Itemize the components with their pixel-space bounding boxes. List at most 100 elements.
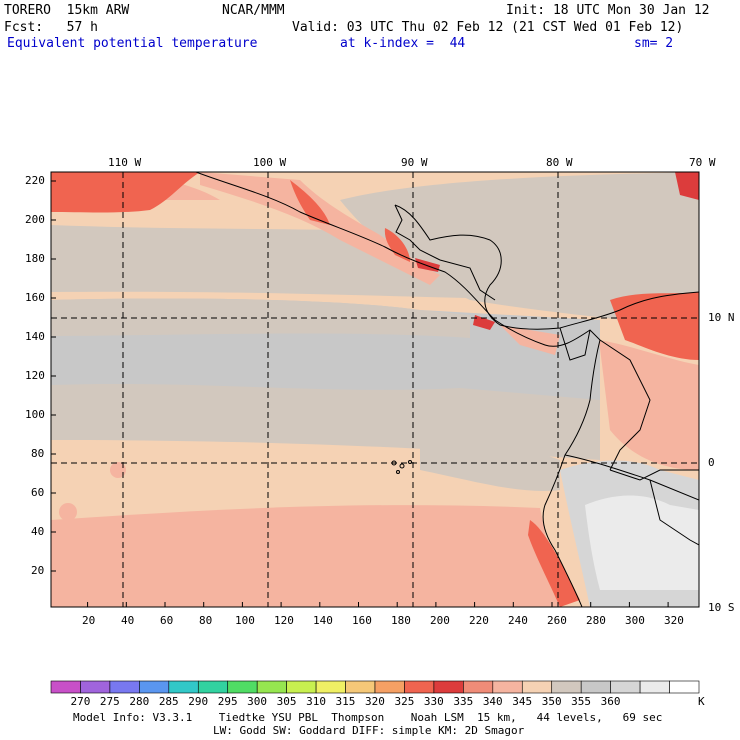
colorbar-swatch [50,680,81,694]
colorbar-unit: K [698,695,705,708]
colorbar-swatch [551,680,582,694]
colorbar-label: 285 [158,695,179,708]
field-red-mexico-a [290,180,330,225]
model-physics: LW: Godd SW: Goddard DIFF: simple KM: 2D… [213,724,525,737]
x-tick-300: 300 [625,614,645,627]
x-tick-40: 40 [121,614,135,627]
colorbar-swatch [227,680,258,694]
border-guatemala [394,204,441,261]
tick-marks [51,180,669,607]
colorbar-label: 310 [306,695,326,708]
equivalent-potential-temperature-field [51,172,699,607]
field-grey-caribbean [340,172,699,330]
init-time: Init: 18 UTC Mon 30 Jan 12 [506,3,710,18]
colorbar-swatch [521,680,553,694]
galapagos-d [396,470,400,474]
x-tick-80: 80 [199,614,213,627]
colorbar-swatch [80,680,111,694]
colorbar-swatch [639,680,670,694]
colorbar-label: 360 [600,695,621,708]
colorbar-label: 280 [129,695,150,708]
colorbar-label: 290 [188,695,209,708]
colorbar-swatch [315,680,346,694]
lon-label-90w: 90 W [401,156,428,169]
colorbar-swatch [610,680,641,694]
field-salmon-mexico-coast [200,172,440,285]
border-ecuador-peru [564,454,699,501]
colorbar-label: 330 [423,695,444,708]
y-tick-200: 200 [25,213,45,226]
field-grey-lower [51,383,600,460]
colorbar-swatch [197,680,229,694]
border-honduras [439,259,496,301]
colorbar-label: 345 [512,695,533,708]
y-tick-100: 100 [25,408,45,421]
field-grey-equator [420,440,560,491]
colorbar-label: 300 [247,695,268,708]
y-tick-20: 20 [31,564,45,577]
y-tick-140: 140 [25,330,45,343]
border-colombia-panama [559,327,591,361]
x-tick-20: 20 [82,614,96,627]
field-red-peru [528,520,580,607]
lat-label-0: 0 [708,456,715,469]
y-tick-80: 80 [31,447,45,460]
x-tick-140: 140 [313,614,333,627]
colorbar-swatch [463,680,494,694]
forecast-hour: Fcst: 57 h [4,20,98,35]
colorbar-label: 295 [217,695,238,708]
colorbar-label: 340 [482,695,503,708]
y-tick-60: 60 [31,486,45,499]
x-tick-200: 200 [430,614,450,627]
plot-frame [50,171,700,608]
lat-lon-grid [51,172,699,607]
smoothing: sm= 2 [634,36,674,51]
x-tick-160: 160 [352,614,372,627]
x-tick-240: 240 [508,614,528,627]
colorbar-swatch [109,680,140,694]
colorbar-swatch [404,680,435,694]
coastline-pacific [195,172,601,607]
organization: NCAR/MMM [222,3,285,18]
colorbar-swatch [374,680,405,694]
field-red-ne [675,172,699,200]
y-tick-120: 120 [25,369,45,382]
x-tick-320: 320 [664,614,684,627]
x-tick-100: 100 [235,614,255,627]
valid-time: Valid: 03 UTC Thu 02 Feb 12 (21 CST Wed … [292,20,684,35]
field-salmon-south [51,505,560,607]
y-tick-180: 180 [25,252,45,265]
colorbar-label: 270 [70,695,91,708]
colorbar-label: 355 [571,695,592,708]
colorbar-swatch [669,680,700,694]
colorbar-swatch [286,680,317,694]
colorbar-swatch [580,680,611,694]
field-lightgrey-amazon [585,495,699,590]
border-peru-brazil [649,479,699,546]
colorbar-label: 320 [365,695,385,708]
field-red-costarica [473,315,495,330]
field-grey-strip [51,298,470,338]
x-tick-180: 180 [391,614,411,627]
y-tick-220: 220 [25,174,45,187]
colorbar-swatch [168,680,199,694]
galapagos-b [399,463,405,469]
colorbar-swatch [139,680,170,694]
lon-label-110w: 110 W [108,156,142,169]
galapagos-c [408,460,412,464]
lat-label-10s: 10 S [708,601,735,614]
colorbar-label: 305 [276,695,297,708]
border-brazil-north [609,469,699,481]
field-salmon-panama [500,325,560,355]
colorbar-swatch [492,680,523,694]
x-tick-60: 60 [160,614,174,627]
field-red-venezuela [610,292,699,360]
lon-label-80w: 80 W [546,156,573,169]
lon-label-70w: 70 W [689,156,716,169]
colorbar-label: 275 [99,695,120,708]
field-red-nw [51,172,200,213]
colorbar [50,680,700,694]
colorbar-label: 325 [394,695,415,708]
colorbar-label: 350 [541,695,562,708]
